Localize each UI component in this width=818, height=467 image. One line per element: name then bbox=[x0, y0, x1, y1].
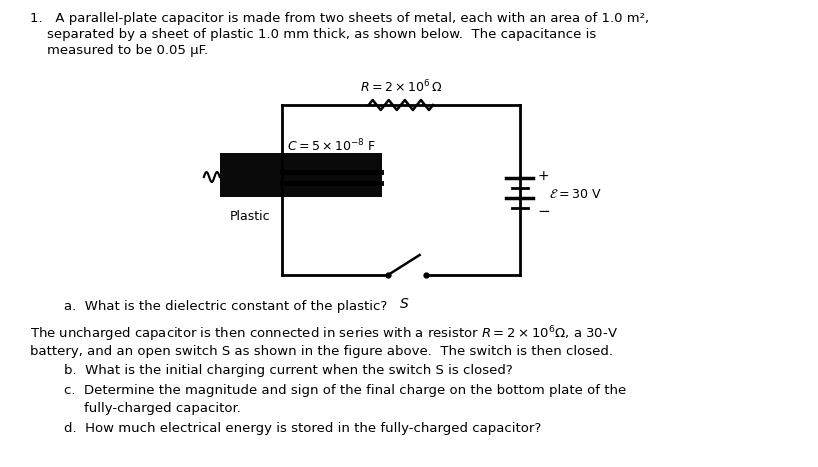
Text: Plastic: Plastic bbox=[230, 210, 270, 223]
Text: 1.   A parallel-plate capacitor is made from two sheets of metal, each with an a: 1. A parallel-plate capacitor is made fr… bbox=[29, 12, 649, 25]
Text: separated by a sheet of plastic 1.0 mm thick, as shown below.  The capacitance i: separated by a sheet of plastic 1.0 mm t… bbox=[47, 28, 596, 41]
Text: d.  How much electrical energy is stored in the fully-charged capacitor?: d. How much electrical energy is stored … bbox=[65, 422, 542, 435]
Text: fully-charged capacitor.: fully-charged capacitor. bbox=[84, 402, 241, 415]
Text: $R = 2\times10^6\,\Omega$: $R = 2\times10^6\,\Omega$ bbox=[360, 78, 442, 95]
Text: $C = 5\times10^{-8}$ F: $C = 5\times10^{-8}$ F bbox=[287, 137, 376, 154]
Text: −: − bbox=[537, 205, 551, 219]
Text: +: + bbox=[537, 169, 549, 183]
Text: $S$: $S$ bbox=[398, 297, 409, 311]
Text: b.  What is the initial charging current when the switch S is closed?: b. What is the initial charging current … bbox=[65, 364, 513, 377]
Text: c.  Determine the magnitude and sign of the final charge on the bottom plate of : c. Determine the magnitude and sign of t… bbox=[65, 384, 627, 397]
Text: $\mathcal{E} = 30\ \mathrm{V}$: $\mathcal{E} = 30\ \mathrm{V}$ bbox=[549, 187, 602, 200]
Bar bbox=[220, 153, 382, 197]
Text: measured to be 0.05 μF.: measured to be 0.05 μF. bbox=[47, 44, 208, 57]
Text: The uncharged capacitor is then connected in series with a resistor $R = 2\times: The uncharged capacitor is then connecte… bbox=[29, 325, 618, 344]
Text: battery, and an open switch S as shown in the figure above.  The switch is then : battery, and an open switch S as shown i… bbox=[29, 345, 613, 358]
Text: a.  What is the dielectric constant of the plastic?: a. What is the dielectric constant of th… bbox=[65, 300, 388, 313]
